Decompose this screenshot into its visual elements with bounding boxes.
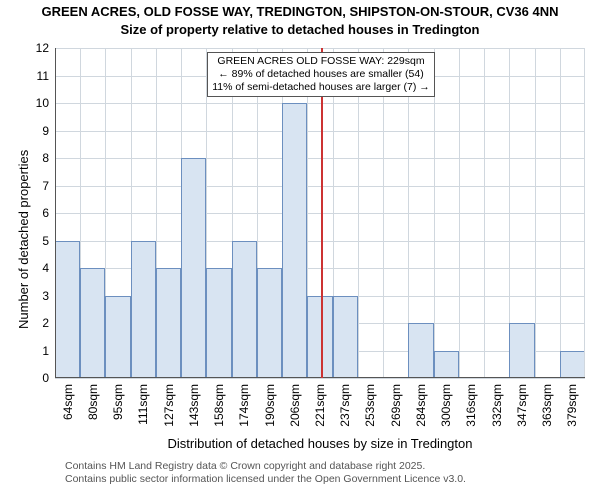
grid-line-v: [434, 48, 435, 378]
x-axis-title: Distribution of detached houses by size …: [55, 436, 585, 451]
y-tick-label: 11: [37, 69, 49, 83]
bar: [131, 241, 156, 379]
bar: [560, 351, 585, 379]
y-tick-label: 10: [36, 96, 49, 110]
marker-line: [321, 48, 323, 378]
x-tick-label: 64sqm: [61, 384, 75, 420]
bar: [434, 351, 459, 379]
bar: [156, 268, 181, 378]
y-tick-label: 7: [42, 179, 49, 193]
grid-line-v: [383, 48, 384, 378]
bar: [232, 241, 257, 379]
x-tick-label: 300sqm: [439, 384, 453, 427]
chart-frame: GREEN ACRES, OLD FOSSE WAY, TREDINGTON, …: [0, 0, 600, 500]
grid-line-h: [55, 186, 585, 187]
grid-line-h: [55, 131, 585, 132]
grid-line-v: [560, 48, 561, 378]
x-tick-label: 190sqm: [263, 384, 277, 427]
grid-line-h: [55, 103, 585, 104]
bar: [206, 268, 231, 378]
bar: [55, 241, 80, 379]
grid-line-v: [358, 48, 359, 378]
x-tick-label: 253sqm: [363, 384, 377, 427]
x-tick-label: 284sqm: [414, 384, 428, 427]
annotation-line: ← 89% of detached houses are smaller (54…: [212, 68, 430, 81]
bar: [80, 268, 105, 378]
footer-line2: Contains public sector information licen…: [65, 473, 466, 486]
plot-area: 012345678910111264sqm80sqm95sqm111sqm127…: [55, 48, 585, 378]
grid-line-h: [55, 158, 585, 159]
grid-line-h: [55, 48, 585, 49]
x-tick-label: 80sqm: [86, 384, 100, 420]
bar: [307, 296, 332, 379]
x-tick-label: 379sqm: [565, 384, 579, 427]
chart-title-line1: GREEN ACRES, OLD FOSSE WAY, TREDINGTON, …: [0, 4, 600, 19]
x-tick-label: 127sqm: [162, 384, 176, 427]
x-tick-label: 347sqm: [515, 384, 529, 427]
x-tick-label: 174sqm: [237, 384, 251, 427]
x-tick-label: 221sqm: [313, 384, 327, 427]
x-tick-label: 363sqm: [540, 384, 554, 427]
y-tick-label: 8: [42, 151, 49, 165]
y-tick-label: 2: [42, 316, 49, 330]
annotation-line: 11% of semi-detached houses are larger (…: [212, 81, 430, 94]
bar: [105, 296, 130, 379]
bar: [333, 296, 358, 379]
bar: [282, 103, 307, 378]
x-tick-label: 316sqm: [464, 384, 478, 427]
footer-line1: Contains HM Land Registry data © Crown c…: [65, 460, 466, 473]
chart-title-line2: Size of property relative to detached ho…: [0, 22, 600, 37]
x-tick-label: 237sqm: [338, 384, 352, 427]
y-tick-label: 4: [42, 261, 49, 275]
y-axis-title: Number of detached properties: [16, 149, 31, 328]
y-tick-label: 5: [42, 234, 49, 248]
bar: [509, 323, 534, 378]
grid-line-h: [55, 378, 585, 379]
x-tick-label: 332sqm: [490, 384, 504, 427]
grid-line-v: [535, 48, 536, 378]
bar: [257, 268, 282, 378]
y-tick-label: 9: [42, 124, 49, 138]
x-tick-label: 158sqm: [212, 384, 226, 427]
y-tick-label: 12: [36, 41, 49, 55]
x-tick-label: 206sqm: [288, 384, 302, 427]
x-tick-label: 95sqm: [111, 384, 125, 420]
y-axis-line: [55, 48, 56, 378]
footer-attribution: Contains HM Land Registry data © Crown c…: [65, 460, 466, 485]
y-tick-label: 3: [42, 289, 49, 303]
annotation-box: GREEN ACRES OLD FOSSE WAY: 229sqm← 89% o…: [207, 52, 435, 97]
x-axis-line: [55, 377, 585, 378]
annotation-line: GREEN ACRES OLD FOSSE WAY: 229sqm: [212, 55, 430, 68]
y-tick-label: 6: [42, 206, 49, 220]
x-tick-label: 111sqm: [136, 384, 150, 425]
grid-line-h: [55, 213, 585, 214]
bar: [408, 323, 433, 378]
bar: [181, 158, 206, 378]
x-tick-label: 269sqm: [389, 384, 403, 427]
y-tick-label: 1: [42, 344, 49, 358]
x-tick-label: 143sqm: [187, 384, 201, 427]
grid-line-v: [459, 48, 460, 378]
grid-line-v: [484, 48, 485, 378]
y-tick-label: 0: [42, 371, 49, 385]
grid-line-v: [584, 48, 585, 378]
